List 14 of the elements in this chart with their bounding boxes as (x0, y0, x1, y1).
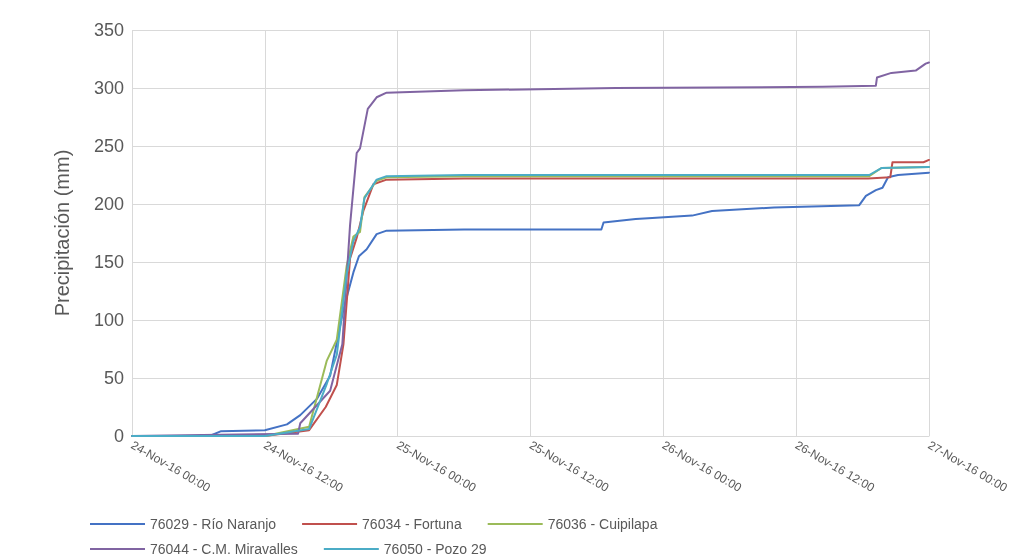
y-tick-label: 0 (113, 426, 124, 446)
legend-label: 76050 - Pozo 29 (383, 541, 487, 556)
y-tick-label: 100 (93, 310, 124, 330)
y-tick-label: 150 (93, 252, 124, 272)
legend-label: 76044 - C.M. Miravalles (150, 541, 298, 556)
legend-label: 76034 - Fortuna (362, 516, 462, 532)
y-tick-label: 50 (103, 368, 124, 388)
y-tick-label: 300 (93, 78, 124, 98)
y-axis-title: Precipitación (mm) (51, 149, 73, 317)
legend-label: 76029 - Río Naranjo (150, 516, 277, 532)
legend-label: 76036 - Cuipilapa (547, 516, 658, 532)
y-tick-label: 250 (93, 136, 124, 156)
y-tick-label: 200 (93, 194, 124, 214)
y-tick-label: 350 (93, 20, 124, 40)
